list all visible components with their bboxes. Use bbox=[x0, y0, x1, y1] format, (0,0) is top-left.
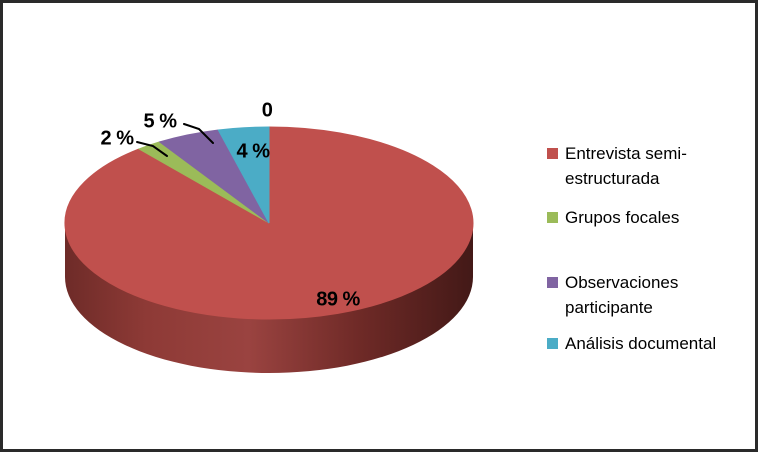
pie-slice-3 bbox=[217, 126, 270, 224]
slice-label-grupos: 2 % bbox=[100, 127, 134, 150]
slice-label-entrevista: 89 % bbox=[316, 288, 360, 311]
label-leader-line bbox=[136, 141, 168, 157]
slice-label-zero: 0 bbox=[261, 99, 273, 122]
slice-label-analisis: 4 % bbox=[236, 140, 270, 163]
slice-label-observaciones: 5 % bbox=[143, 110, 177, 133]
pie-side-3d bbox=[65, 223, 473, 373]
label-leader-line bbox=[183, 123, 214, 144]
